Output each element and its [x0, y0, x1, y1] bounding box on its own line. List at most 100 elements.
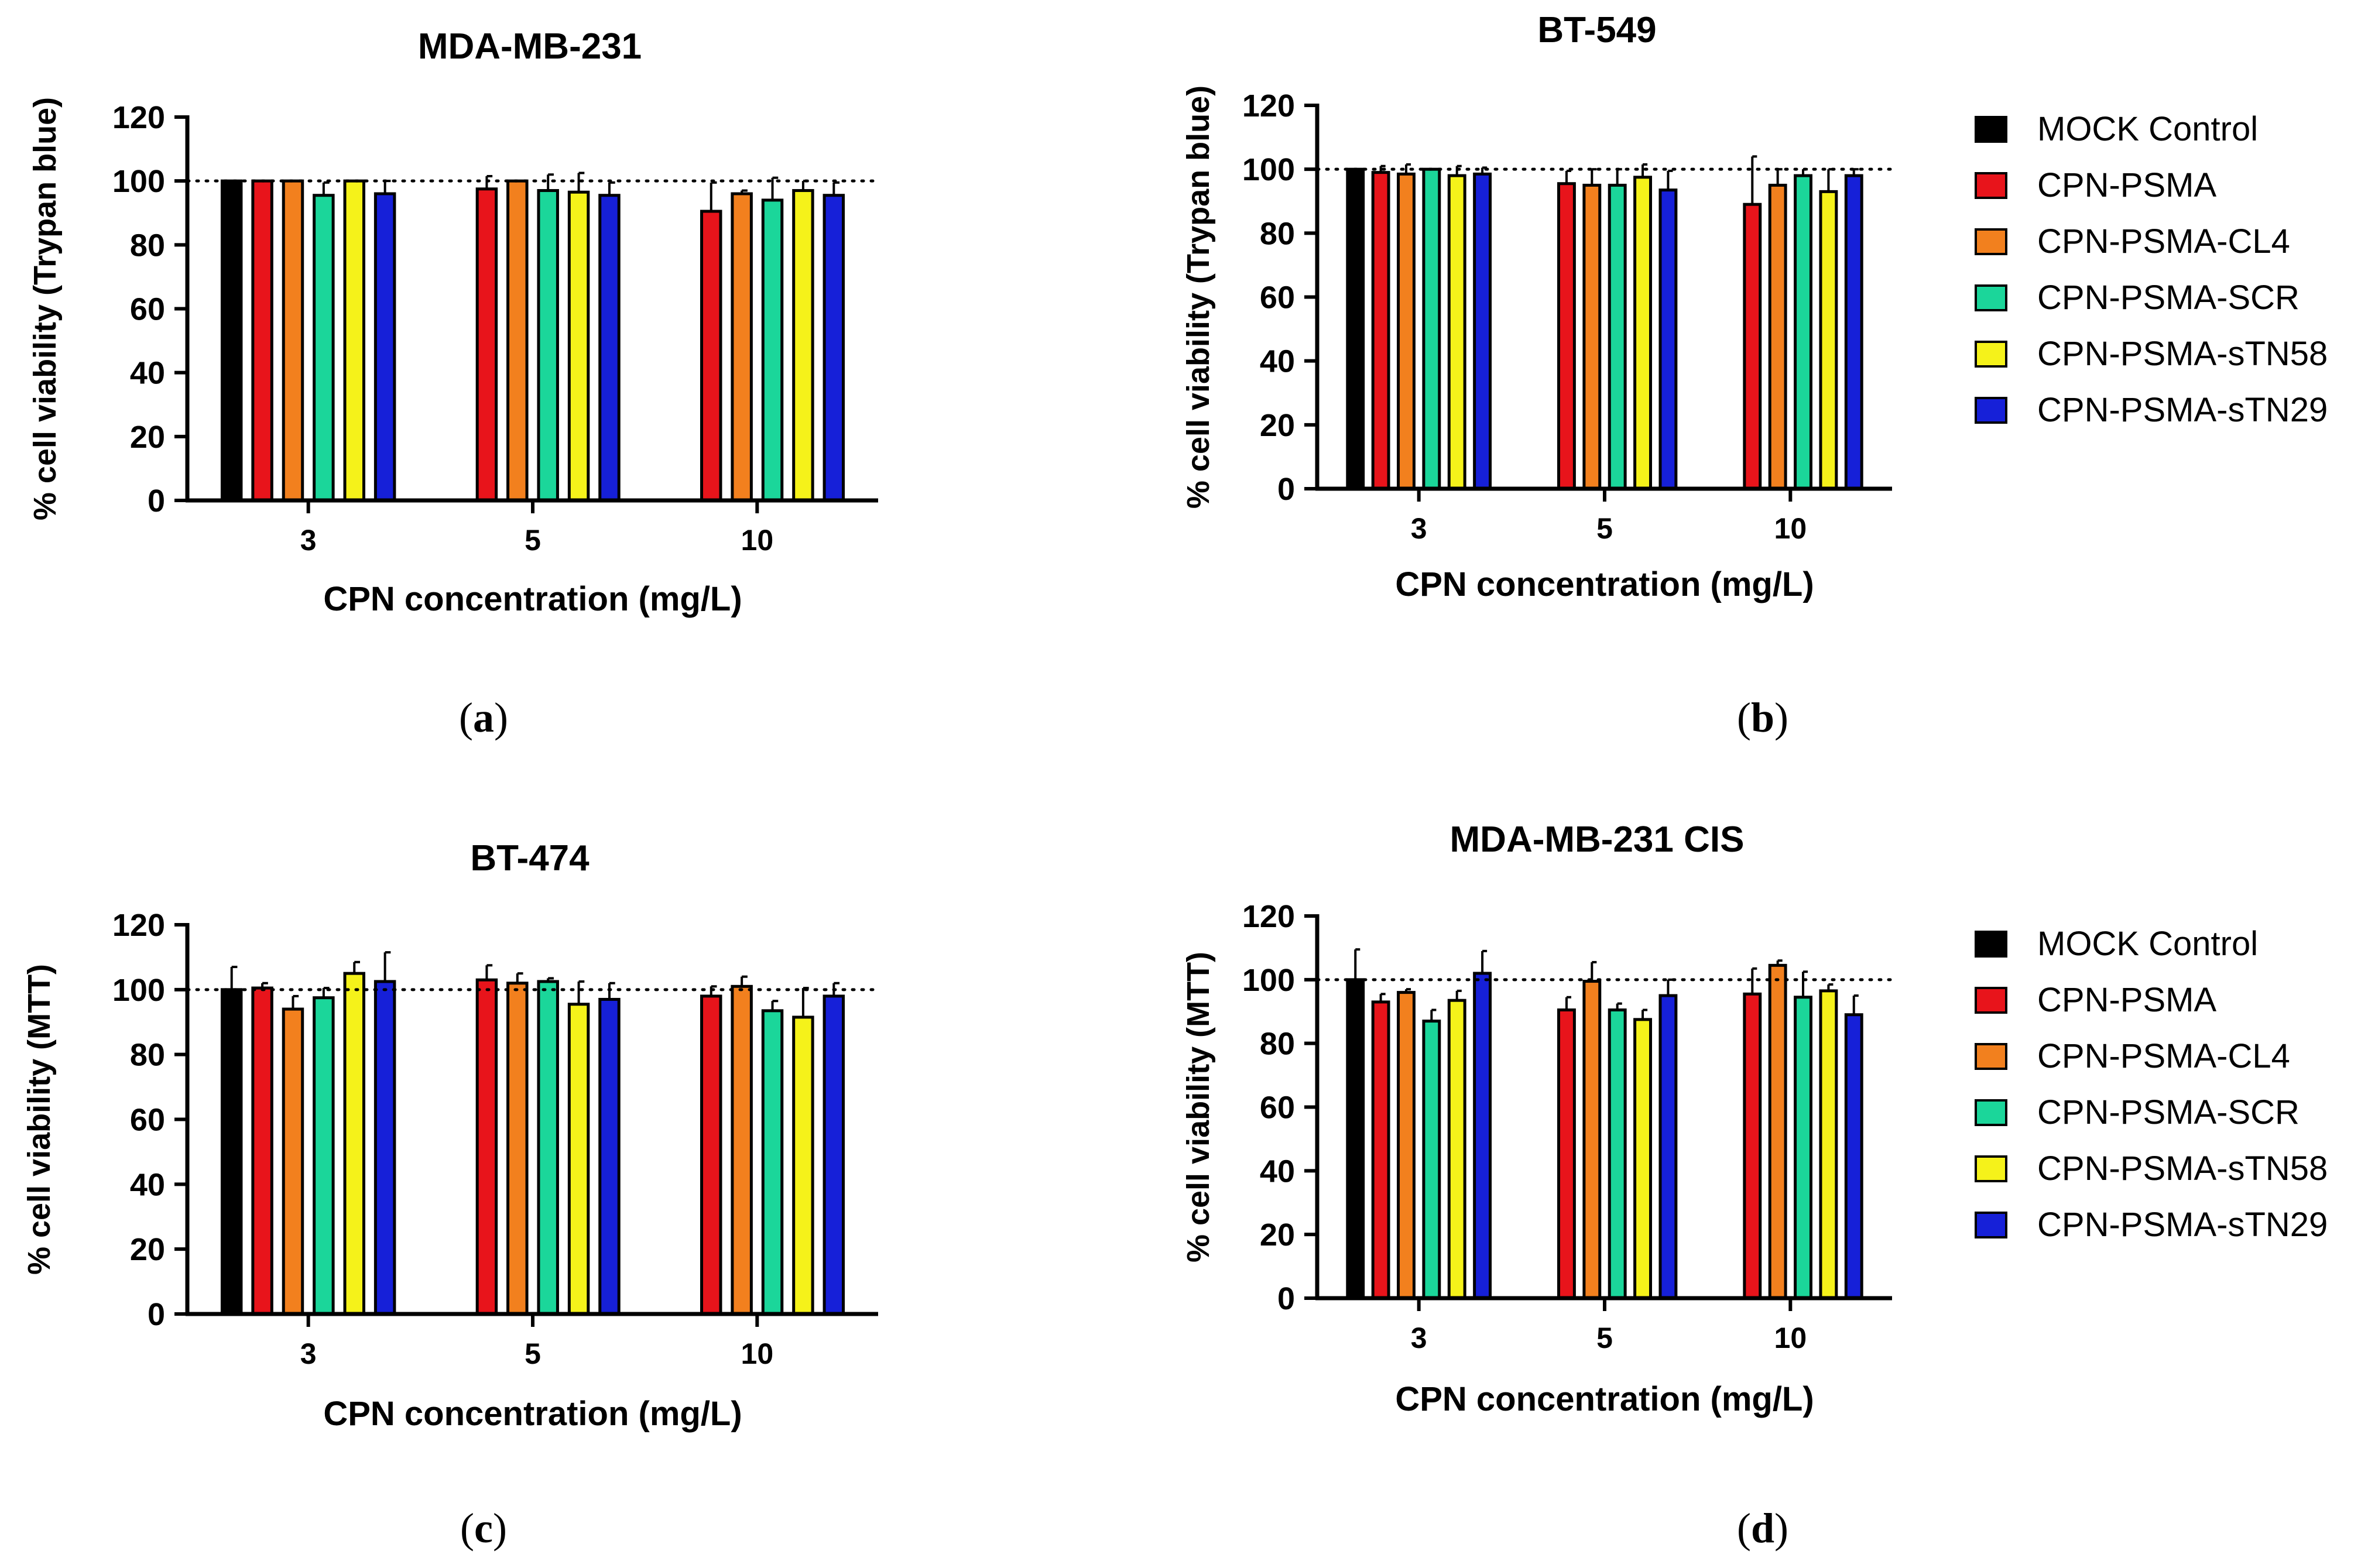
legend-label: CPN-PSMA-CL4	[2037, 1037, 2290, 1075]
x-tick-label: 3	[300, 1337, 317, 1370]
bar	[1819, 989, 1838, 1300]
y-tick-label: 80	[1260, 1027, 1295, 1062]
bar	[792, 1015, 814, 1316]
legend-label: CPN-PSMA-sTN29	[2037, 391, 2328, 429]
chart-panel-3: BT-474 0 20 40 60 80 100 120 % cell viability (M…	[22, 838, 880, 1433]
bar	[251, 179, 273, 502]
legend-swatch	[1975, 341, 2007, 368]
bar	[1658, 994, 1678, 1300]
bar	[1557, 1008, 1576, 1300]
bar	[1397, 991, 1416, 1300]
legend-swatch	[1975, 1043, 2007, 1070]
y-tick-label: 120	[1242, 88, 1295, 123]
legend-label: MOCK Control	[2037, 110, 2258, 148]
bar	[1743, 203, 1762, 490]
bar	[1633, 176, 1652, 490]
y-tick-label: 60	[130, 292, 165, 327]
bar	[1794, 174, 1812, 490]
caption-d: (d)	[1736, 1505, 1789, 1552]
bar	[251, 986, 273, 1316]
bar	[823, 994, 845, 1316]
bar	[1819, 190, 1838, 490]
bar	[537, 189, 559, 502]
bar	[598, 997, 621, 1316]
x-axis-label: CPN concentration (mg/L)	[323, 580, 742, 618]
y-tick-label: 120	[112, 100, 165, 135]
bar	[1768, 963, 1787, 1300]
x-tick-label: 5	[1596, 1322, 1613, 1354]
legend-swatch	[1975, 116, 2007, 143]
legend-label: MOCK Control	[2037, 925, 2258, 963]
bar	[1557, 182, 1576, 490]
legend-swatch	[1975, 931, 2007, 958]
chart-panel-2: BT-549 0 20 40 60 80 100 120 % cell viability (T…	[1181, 10, 1894, 603]
bar	[823, 194, 845, 502]
y-axis-label: % cell viability (MTT)	[1181, 952, 1216, 1262]
chart-title: MDA-MB-231	[418, 26, 642, 67]
chart-title: MDA-MB-231 CIS	[1450, 819, 1745, 860]
bar	[1658, 188, 1678, 490]
y-axis-label: % cell viability (MTT)	[22, 964, 57, 1275]
x-tick-label: 3	[300, 524, 317, 557]
bar	[567, 1003, 590, 1316]
legend-label: CPN-PSMA-sTN58	[2037, 335, 2328, 373]
bar	[282, 179, 304, 502]
legend-swatch	[1975, 228, 2007, 255]
bar	[1346, 978, 1365, 1300]
y-tick-label: 20	[1260, 408, 1295, 443]
chart-title: BT-549	[1537, 10, 1656, 50]
y-axis-label: % cell viability (Trypan blue)	[1181, 85, 1216, 509]
x-tick-label: 5	[525, 524, 541, 557]
bar	[1608, 1008, 1627, 1300]
bar	[1346, 167, 1365, 490]
bar	[506, 179, 529, 502]
y-tick-label: 0	[1277, 1281, 1295, 1316]
bar	[313, 194, 335, 502]
bar	[475, 187, 498, 502]
bar	[1473, 972, 1492, 1300]
bar	[1794, 996, 1812, 1300]
x-axis-label: CPN concentration (mg/L)	[1395, 565, 1814, 603]
caption-c: (c)	[460, 1505, 507, 1552]
bar	[700, 210, 722, 502]
y-tick-label: 80	[1260, 216, 1295, 251]
legend-swatch	[1975, 1099, 2007, 1126]
x-tick-label: 5	[1596, 512, 1613, 545]
legend-swatch	[1975, 987, 2007, 1014]
legend-label: CPN-PSMA-sTN29	[2037, 1206, 2328, 1244]
y-tick-label: 80	[130, 228, 165, 263]
x-tick-label: 10	[741, 1337, 774, 1370]
bar	[1582, 183, 1602, 490]
legend-label: CPN-PSMA-sTN58	[2037, 1150, 2328, 1188]
bar	[343, 972, 365, 1316]
y-tick-label: 0	[1277, 472, 1295, 507]
bar	[1844, 174, 1863, 490]
bar	[373, 980, 396, 1316]
bar	[761, 198, 784, 502]
legend-2: MOCK Control CPN-PSMA CPN-PSMA-CL4 CPN-PSMA…	[1975, 925, 2328, 1244]
bar	[475, 978, 498, 1316]
y-tick-label: 40	[130, 1167, 165, 1202]
bar	[1447, 999, 1466, 1300]
y-tick-label: 40	[1260, 344, 1295, 379]
legend-1: MOCK Control CPN-PSMA CPN-PSMA-CL4 CPN-PSMA…	[1975, 110, 2328, 429]
bar	[567, 190, 590, 502]
bar	[343, 179, 365, 502]
x-tick-label: 5	[525, 1337, 541, 1370]
y-tick-label: 100	[1242, 152, 1295, 187]
bar	[537, 980, 559, 1316]
bar	[1422, 167, 1441, 490]
chart-panel-4: MDA-MB-231 CIS 0 20 40 60 80 100 120 % cell viab…	[1181, 819, 1894, 1418]
bar	[761, 1009, 784, 1316]
caption-a: (a)	[459, 694, 508, 741]
bar	[282, 1007, 304, 1316]
x-tick-label: 10	[1774, 512, 1807, 545]
x-axis-label: CPN concentration (mg/L)	[323, 1395, 742, 1433]
y-tick-label: 20	[1260, 1217, 1295, 1253]
bar	[506, 982, 529, 1316]
bar	[1743, 992, 1762, 1300]
legend-label: CPN-PSMA-CL4	[2037, 222, 2290, 260]
bar	[598, 194, 621, 502]
bar	[1844, 1013, 1863, 1300]
